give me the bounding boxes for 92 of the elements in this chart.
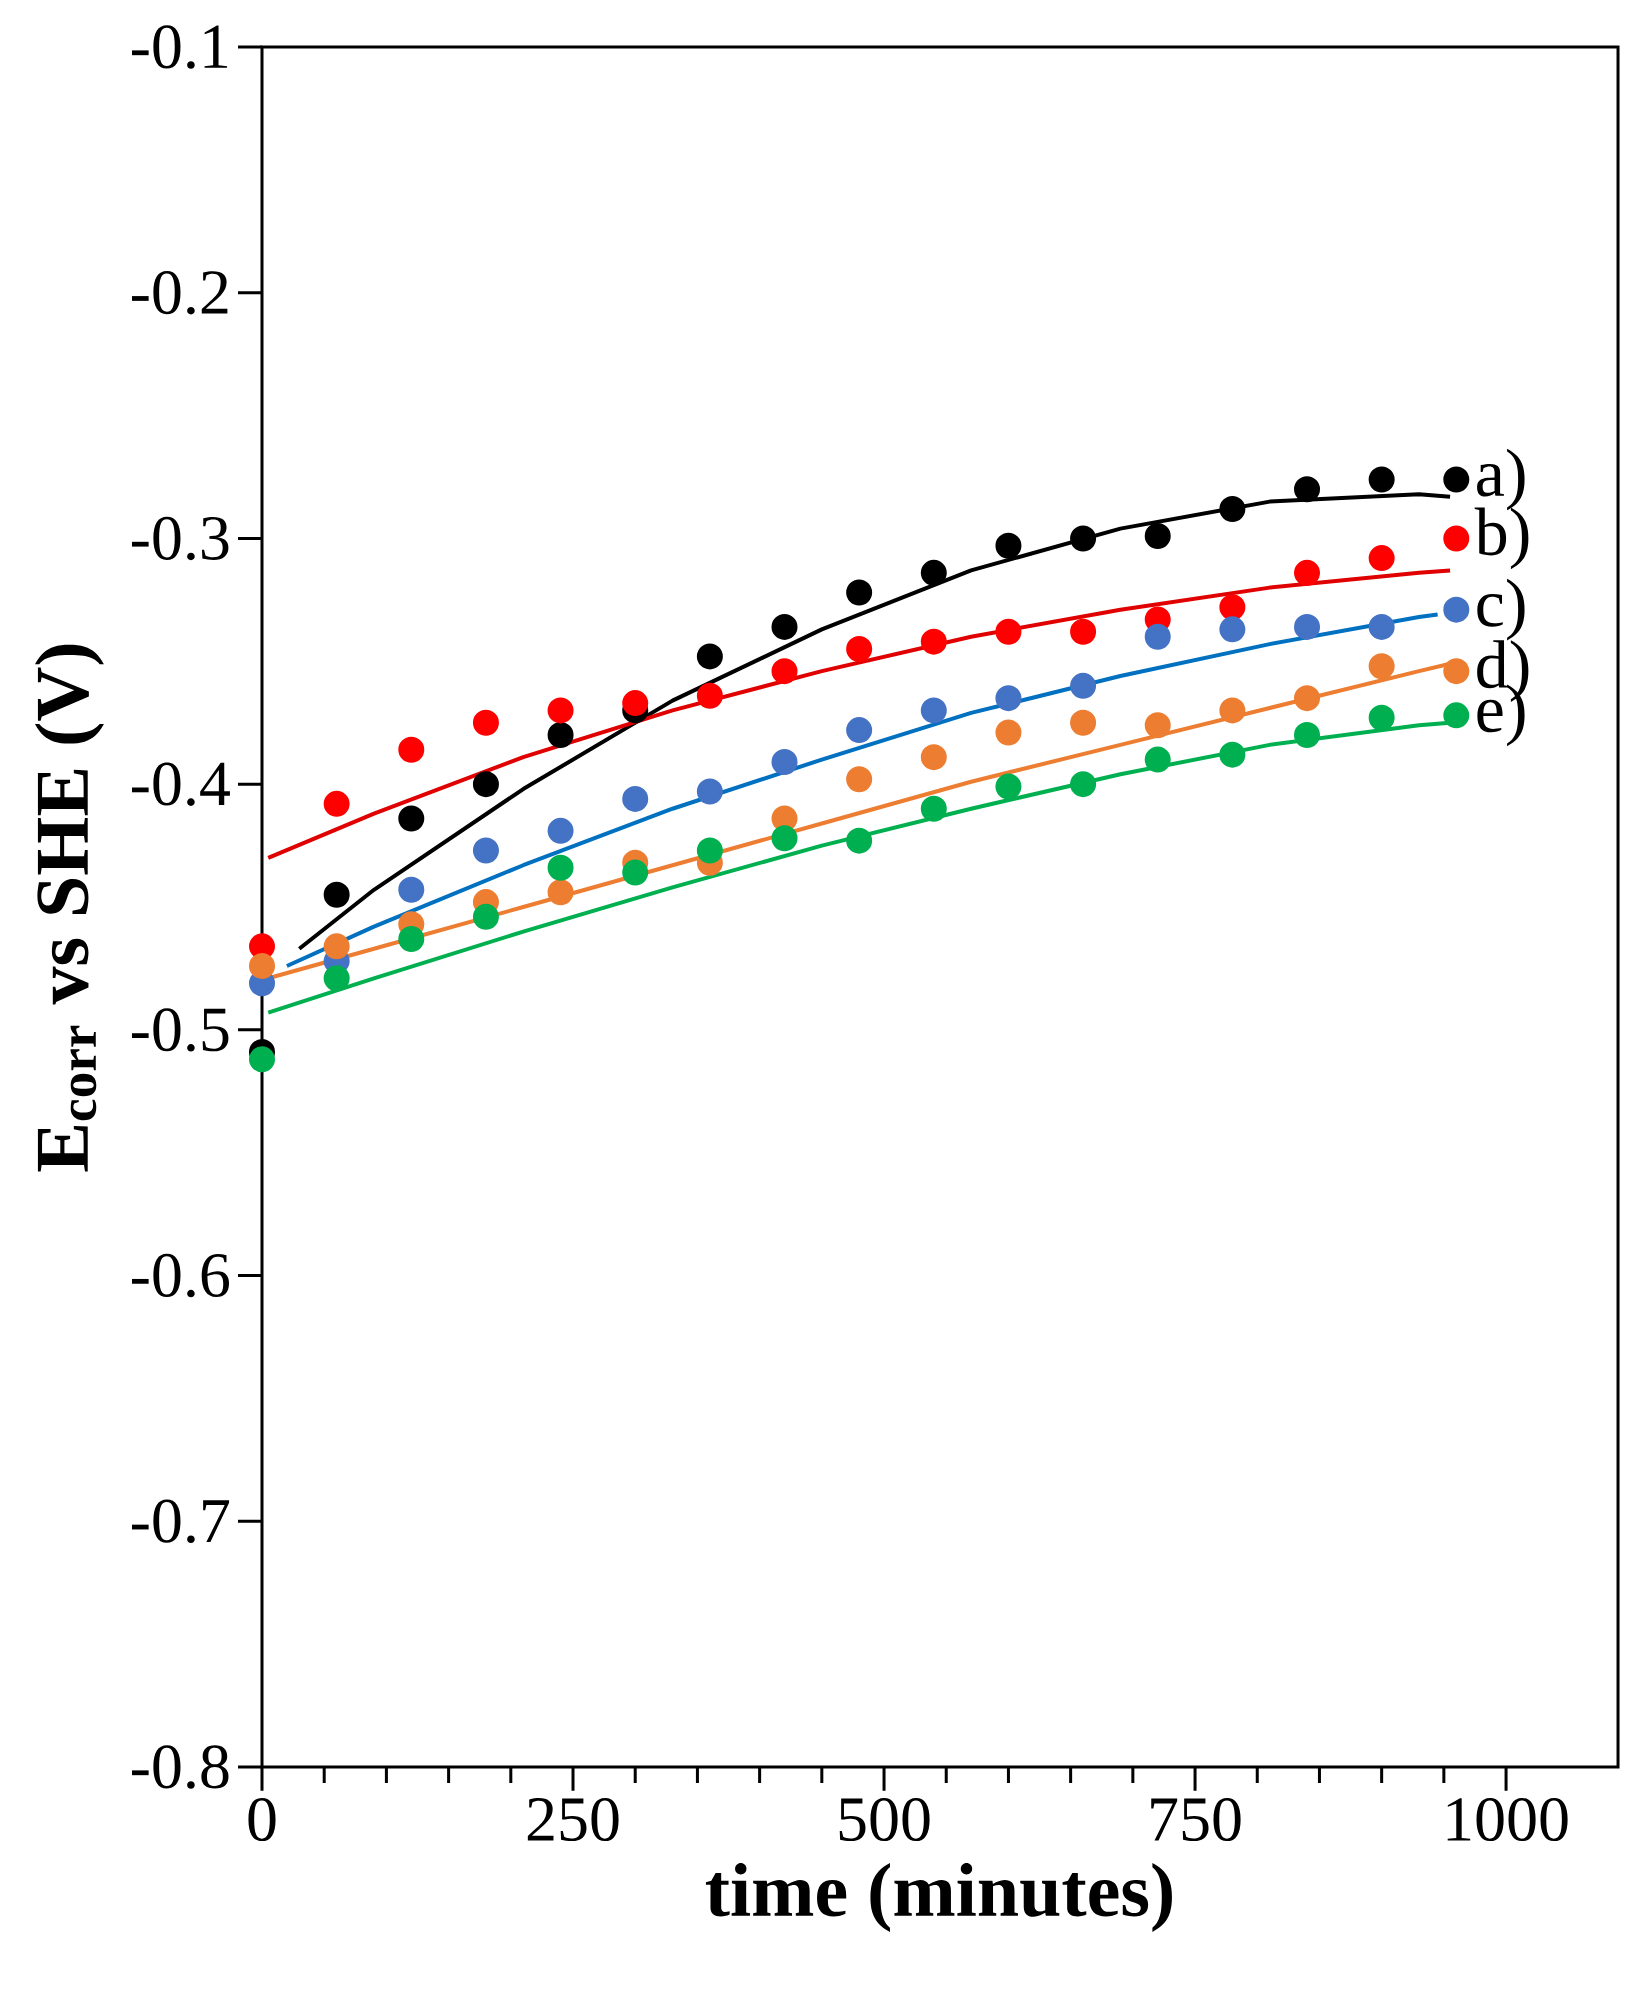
- point: [547, 697, 574, 724]
- y-tick-label: -0.8: [132, 1745, 229, 1789]
- y-tick-label: -0.1: [132, 25, 228, 69]
- point: [1294, 559, 1321, 586]
- point: [696, 837, 723, 864]
- point: [1443, 596, 1470, 623]
- point: [472, 771, 499, 798]
- point: [1294, 722, 1321, 749]
- point: [846, 717, 873, 744]
- point: [995, 719, 1022, 746]
- x-tick-label: 500: [839, 1797, 930, 1842]
- point: [472, 709, 499, 736]
- point: [622, 859, 649, 886]
- point: [1070, 618, 1097, 645]
- point: [1368, 704, 1395, 731]
- point: [622, 690, 649, 717]
- point: [920, 744, 947, 771]
- point: [472, 903, 499, 930]
- point: [1443, 658, 1470, 685]
- y-tick-label: -0.5: [132, 1008, 229, 1052]
- point: [622, 785, 649, 812]
- point: [1368, 653, 1395, 680]
- point: [323, 933, 350, 960]
- point: [920, 697, 947, 724]
- point: [846, 636, 873, 663]
- point: [1294, 613, 1321, 640]
- point: [547, 722, 574, 749]
- point: [771, 613, 798, 640]
- point: [1144, 712, 1171, 739]
- x-axis-title: time (minutes): [705, 1863, 1172, 1932]
- y-tick-label: -0.4: [132, 762, 230, 806]
- point: [323, 881, 350, 908]
- point: [1294, 685, 1321, 712]
- point: [696, 778, 723, 805]
- point: [1144, 746, 1171, 773]
- point: [398, 736, 425, 763]
- point: [696, 643, 723, 670]
- point: [1219, 697, 1246, 724]
- point: [398, 876, 425, 903]
- point: [1070, 709, 1097, 736]
- point: [249, 952, 275, 979]
- point: [1368, 466, 1395, 493]
- y-tick-label: -0.3: [132, 516, 229, 561]
- x-tick-label: 1000: [1447, 1797, 1568, 1842]
- point: [920, 628, 947, 655]
- point: [1368, 613, 1395, 640]
- point: [846, 827, 873, 854]
- point: [995, 532, 1022, 559]
- x-tick-label: 250: [527, 1797, 619, 1842]
- point: [771, 749, 798, 776]
- point: [920, 559, 947, 586]
- point: [323, 790, 350, 817]
- line-series: [266, 568, 1453, 860]
- point: [995, 618, 1022, 645]
- point: [1219, 594, 1246, 621]
- point: [323, 965, 350, 992]
- point: [1070, 525, 1097, 552]
- point: [1219, 495, 1246, 522]
- point: [398, 805, 425, 832]
- x-tick-label: 750: [1151, 1797, 1241, 1842]
- point: [1144, 522, 1171, 549]
- y-tick-label: -0.7: [132, 1499, 230, 1544]
- point: [1443, 525, 1470, 552]
- y-tick-label: -0.2: [132, 270, 228, 315]
- point: [547, 879, 574, 906]
- point: [249, 1046, 275, 1073]
- point: [846, 579, 873, 606]
- point: [547, 817, 574, 844]
- line-series: [284, 612, 1440, 968]
- point: [1294, 476, 1321, 503]
- point: [771, 825, 798, 852]
- x-tick-label: 0: [248, 1797, 276, 1842]
- point: [1144, 623, 1171, 650]
- point: [771, 658, 798, 685]
- point: [995, 685, 1022, 712]
- point: [920, 795, 947, 822]
- y-tick-label: -0.6: [132, 1253, 230, 1298]
- point: [398, 925, 425, 952]
- point: [846, 766, 873, 793]
- point: [1070, 672, 1097, 699]
- point: [995, 773, 1022, 800]
- point: [547, 854, 574, 881]
- point: [696, 682, 723, 709]
- point: [1219, 616, 1246, 643]
- point: [1443, 702, 1470, 729]
- legend-label: c): [1477, 578, 1525, 641]
- y-axis-title: E$_{corr}$ vs SHE (V): [34, 644, 104, 1172]
- point: [1219, 741, 1246, 768]
- point: [1368, 545, 1395, 572]
- point: [472, 837, 499, 864]
- point: [1443, 466, 1470, 493]
- point: [1070, 771, 1097, 798]
